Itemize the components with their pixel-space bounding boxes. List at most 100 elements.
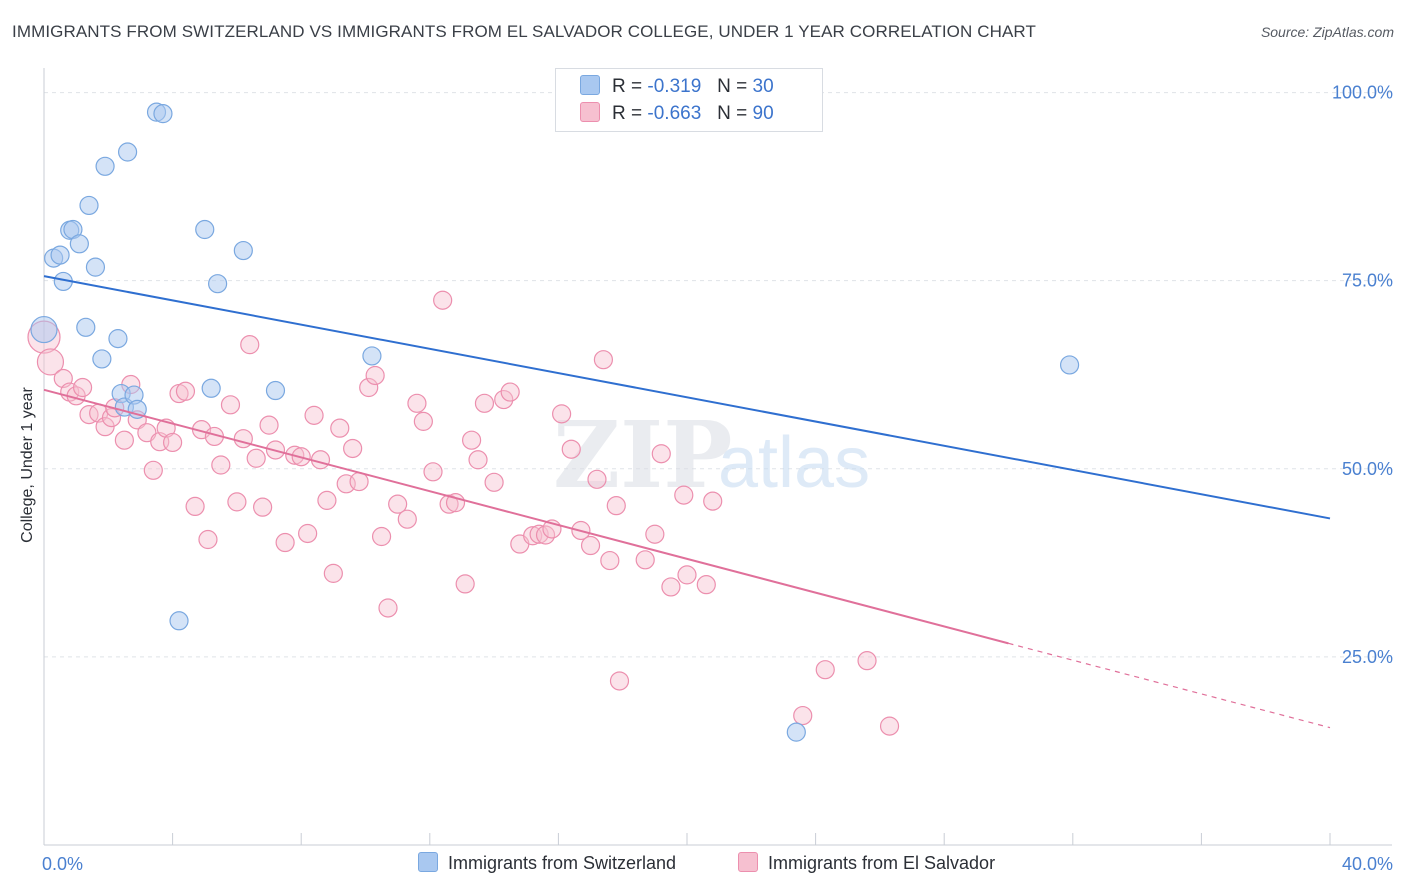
y-tick-label: 75.0% — [1342, 271, 1393, 291]
switzerland-point — [208, 274, 228, 294]
el-salvador-point — [233, 429, 253, 449]
el-salvador-point — [163, 432, 183, 453]
el-salvador-point — [388, 494, 408, 514]
el-salvador-point — [793, 705, 813, 726]
el-salvador-point — [651, 444, 671, 464]
el-salvador-point — [397, 509, 417, 529]
el-salvador-point — [468, 450, 488, 470]
el-salvador-point — [298, 523, 318, 544]
chart-title: IMMIGRANTS FROM SWITZERLAND VS IMMIGRANT… — [12, 22, 1036, 41]
el-salvador-point — [600, 550, 620, 571]
legend-item-switzerland[interactable]: Immigrants from Switzerland — [418, 852, 676, 874]
switzerland-point — [76, 317, 96, 337]
el-salvador-point — [317, 490, 337, 510]
el-salvador-point — [72, 377, 93, 398]
legend-swatch-el-salvador — [738, 852, 758, 872]
el-salvador-point — [413, 411, 433, 431]
el-salvador-point — [220, 395, 241, 415]
tick-labels: 25.0% 50.0% 75.0% 100.0% 0.0% 40.0% — [42, 83, 1393, 874]
legend-row-switzerland: R = -0.319 N = 30 — [580, 75, 774, 97]
switzerland-point — [50, 245, 70, 265]
legend-row-el-salvador: R = -0.663 N = 90 — [580, 102, 774, 124]
switzerland-point — [95, 156, 115, 176]
el-salvador-point — [561, 439, 581, 459]
switzerland-point — [195, 219, 215, 240]
el-salvador-point — [606, 496, 626, 516]
gridlines — [44, 92, 1392, 658]
switzerland-point — [265, 380, 286, 401]
el-salvador-point — [423, 462, 443, 482]
el-salvador-point — [587, 469, 607, 489]
el-salvador-point — [879, 716, 900, 736]
switzerland-trend-line — [43, 275, 1331, 520]
el-salvador-point — [359, 377, 379, 398]
switzerland-point — [153, 104, 173, 124]
y-axis-label: College, Under 1 year — [19, 387, 36, 543]
switzerland-point — [92, 349, 112, 369]
el-salvador-point — [323, 563, 343, 583]
el-salvador-point — [407, 393, 427, 413]
legend-swatch-blue — [580, 75, 600, 95]
el-salvador-point — [857, 651, 877, 671]
el-salvador-point — [227, 492, 247, 512]
switzerland-point — [79, 195, 99, 216]
switzerland-point — [69, 234, 89, 254]
legend-label-el-salvador: Immigrants from El Salvador — [768, 853, 996, 873]
el-salvador-point — [593, 350, 614, 370]
el-salvador-point — [114, 430, 134, 450]
el-salvador-point — [304, 405, 324, 425]
el-salvador-point — [529, 524, 549, 544]
y-tick-label: 25.0% — [1342, 647, 1393, 667]
switzerland-point — [201, 378, 221, 398]
legend-swatch-switzerland — [418, 852, 438, 872]
legend-n-label: N = — [717, 76, 748, 97]
el-salvador-point — [703, 491, 723, 511]
el-salvador-point — [378, 598, 398, 618]
el-salvador-points — [27, 290, 900, 736]
el-salvador-point — [211, 455, 231, 475]
legend-item-el-salvador[interactable]: Immigrants from El Salvador — [738, 852, 995, 874]
el-salvador-trend-extension — [1008, 642, 1331, 729]
axes — [43, 68, 1392, 846]
el-salvador-point — [674, 485, 694, 505]
el-salvador-point — [677, 565, 697, 585]
switzerland-point — [30, 315, 58, 344]
el-salvador-trend-line — [43, 388, 1009, 645]
el-salvador-point — [635, 550, 655, 570]
el-salvador-point — [661, 577, 681, 597]
watermark-zip: ZIP — [553, 401, 732, 509]
source-label: Source: ZipAtlas.com — [1260, 24, 1394, 40]
el-salvador-point — [433, 290, 453, 310]
el-salvador-point — [79, 405, 99, 425]
switzerland-point — [233, 240, 253, 261]
el-salvador-point — [645, 524, 665, 544]
el-salvador-point — [371, 526, 392, 547]
el-salvador-point — [143, 460, 163, 480]
el-salvador-point — [696, 575, 716, 595]
legend-label-switzerland: Immigrants from Switzerland — [448, 853, 677, 873]
el-salvador-point — [246, 448, 266, 468]
switzerland-point — [1059, 355, 1080, 375]
switzerland-point — [108, 329, 128, 349]
x-tick-label: 0.0% — [42, 854, 83, 874]
el-salvador-point — [609, 671, 630, 691]
legend-r-value: -0.663 — [647, 103, 702, 124]
legend-n-label: N = — [717, 103, 748, 124]
x-tick-label: 40.0% — [1342, 854, 1393, 874]
el-salvador-point — [580, 535, 601, 556]
legend-r-label: R = — [612, 76, 643, 97]
el-salvador-point — [552, 404, 572, 424]
legend-n-value: 30 — [752, 76, 774, 97]
switzerland-point — [85, 257, 106, 277]
el-salvador-point — [253, 497, 273, 517]
el-salvador-point — [494, 389, 514, 410]
el-salvador-point — [484, 472, 504, 492]
el-salvador-point — [36, 348, 65, 376]
el-salvador-point — [240, 335, 260, 355]
trend-lines — [43, 275, 1331, 729]
el-salvador-point — [461, 430, 482, 450]
el-salvador-point — [455, 574, 475, 594]
watermark-atlas: atlas — [718, 423, 870, 503]
el-salvador-point — [365, 365, 385, 386]
